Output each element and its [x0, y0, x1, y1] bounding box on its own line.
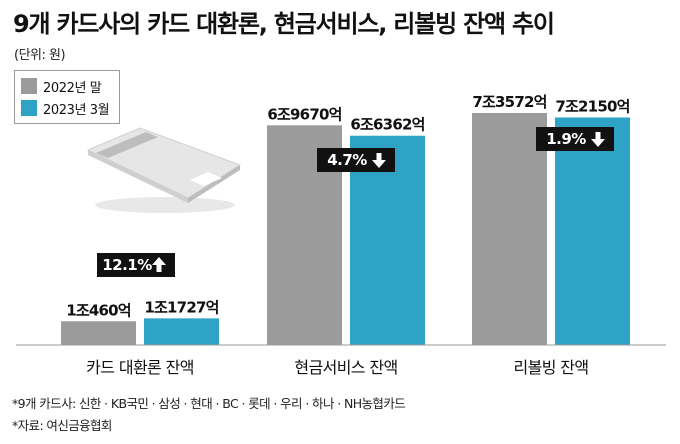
data-label-2022-0: 1조460억	[66, 301, 131, 319]
category-label-0: 카드 대환론 잔액	[86, 358, 194, 377]
legend: 2022년 말 2023년 3월	[14, 70, 121, 124]
footnote-card-companies: *9개 카드사: 신한 · KB국민 · 삼성 · 현대 · BC · 롯데 ·…	[12, 396, 406, 411]
data-label-2023-0: 1조1727억	[144, 298, 218, 316]
data-label-2022-2: 7조3572억	[472, 93, 546, 111]
bar-2023-0	[144, 318, 219, 345]
arrow-up-icon-stem	[156, 265, 162, 272]
bar-2022-2	[472, 113, 547, 345]
arrow-down-icon	[372, 160, 386, 168]
legend-swatch-2022	[21, 78, 37, 94]
change-badge-0: 12.1%	[97, 253, 175, 277]
change-badge-text-2: 1.9%	[546, 130, 586, 148]
data-label-2023-1: 6조6362억	[350, 116, 424, 134]
category-label-2: 리볼빙 잔액	[513, 358, 588, 377]
arrow-down-icon	[591, 139, 605, 147]
bar-2022-0	[61, 321, 136, 345]
data-label-2022-1: 6조9670억	[267, 105, 341, 123]
data-label-2023-2: 7조2150억	[555, 97, 629, 115]
legend-label-2023: 2023년 3월	[43, 102, 110, 118]
change-badge-2: 1.9%	[536, 127, 614, 151]
bar-2023-2	[555, 117, 630, 345]
change-badge-1: 4.7%	[317, 148, 395, 172]
legend-swatch-2023	[21, 100, 37, 116]
arrow-down-icon-stem	[595, 132, 601, 139]
footnote-source: *자료: 여신금융협회	[12, 418, 112, 433]
legend-label-2022: 2022년 말	[43, 80, 102, 96]
category-label-1: 현금서비스 잔액	[294, 358, 397, 377]
credit-card-icon	[86, 127, 242, 213]
arrow-down-icon-stem	[376, 153, 382, 160]
change-badge-text-0: 12.1%	[102, 256, 152, 274]
change-badge-text-1: 4.7%	[327, 151, 367, 169]
unit-label: (단위: 원)	[14, 48, 66, 63]
chart-title: 9개 카드사의 카드 대환론, 현금서비스, 리볼빙 잔액 추이	[13, 10, 555, 38]
legend-item-2022: 2022년 말	[21, 75, 109, 97]
arrow-up-icon	[152, 257, 166, 265]
legend-item-2023: 2023년 3월	[21, 97, 110, 119]
